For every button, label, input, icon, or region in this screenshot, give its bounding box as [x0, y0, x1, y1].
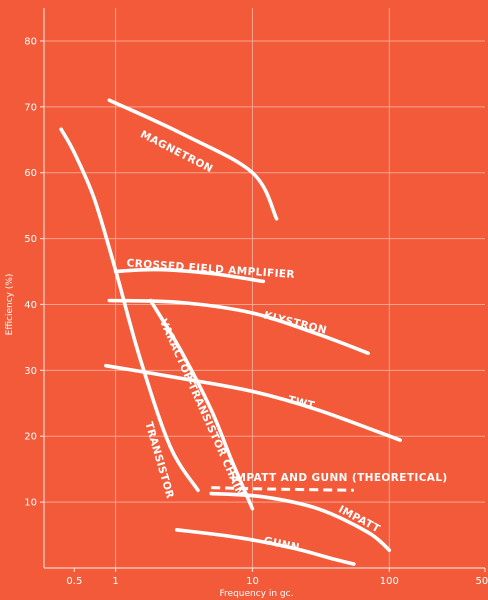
y-tick-label: 40 [24, 300, 37, 311]
series-line-twt [104, 363, 402, 442]
tick-labels: 10 20 30 40 50 60 70 80 0.5 1 10 100 500 [24, 36, 488, 587]
y-tick-label: 70 [24, 102, 37, 113]
series-label-impatt-and-gunn-theoretical: IMPATT AND GUNN (THEORETICAL) [231, 472, 447, 484]
x-tick-label: 0.5 [66, 576, 82, 587]
series-lines [59, 98, 402, 566]
y-tick-label: 50 [24, 234, 37, 245]
series-label-gunn: GUNN [263, 535, 301, 554]
series-line-transistor [59, 127, 200, 493]
x-tick-label: 1 [112, 576, 118, 587]
grid-lines [44, 8, 485, 568]
series-line-crossed-field-amplifier [113, 267, 266, 284]
y-tick-label: 80 [24, 36, 37, 47]
series-line-magnetron [107, 98, 279, 221]
series-line-varactor-transistor-chain [148, 298, 255, 511]
series-label-crossed-field-amplifier: CROSSED FIELD AMPLIFIER [126, 257, 295, 281]
series-label-klystron: KLYSTRON [263, 310, 329, 337]
axes [40, 8, 486, 572]
series-label-magnetron: MAGNETRON [138, 128, 214, 175]
y-axis-title: Efficiency (%) [5, 274, 15, 336]
series-line-gunn [175, 528, 356, 566]
series-line-klystron [107, 298, 370, 355]
y-tick-label: 10 [24, 498, 37, 509]
y-tick-label: 30 [24, 366, 37, 377]
y-tick-label: 20 [24, 432, 37, 443]
y-tick-label: 60 [24, 168, 37, 179]
series-label-transistor: TRANSISTOR [142, 421, 175, 501]
x-tick-label: 10 [246, 576, 259, 587]
series-label-twt: TWT [287, 394, 317, 412]
series-line-impatt [209, 491, 392, 552]
x-tick-label: 500 [475, 576, 488, 587]
x-axis-title: Frequency in gc. [220, 589, 294, 599]
x-tick-label: 100 [380, 576, 399, 587]
